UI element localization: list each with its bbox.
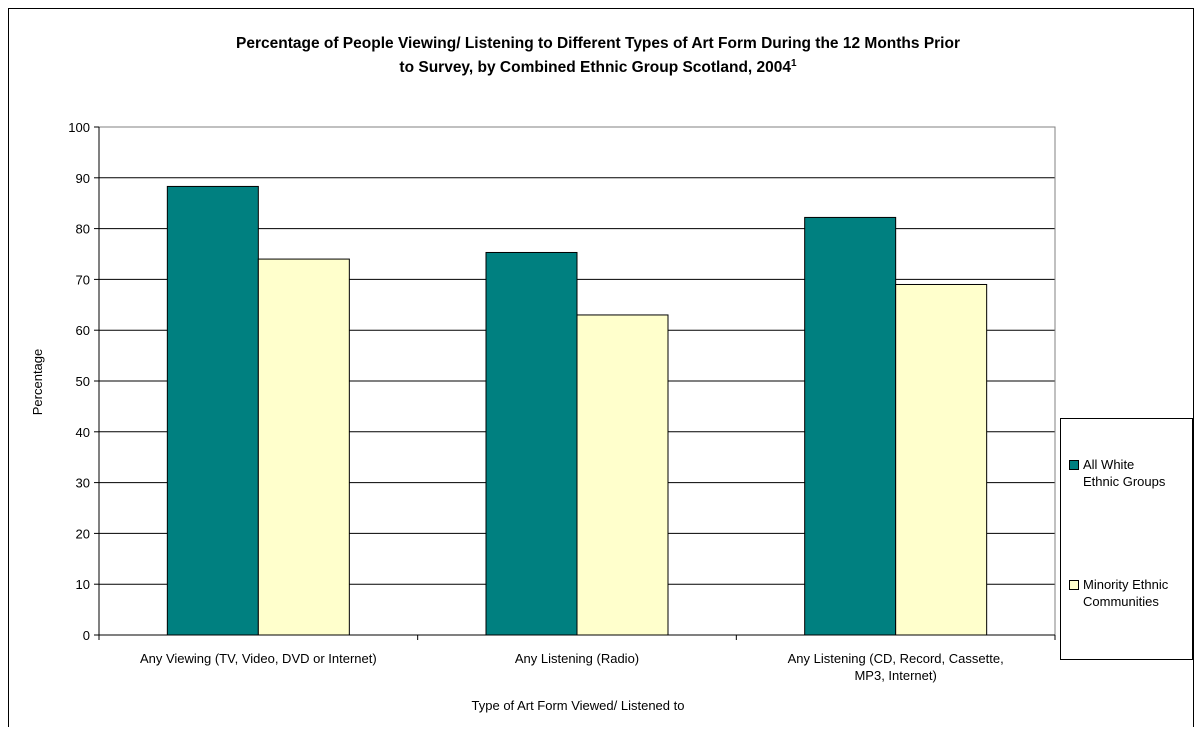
bar-minority-ethnic-2 [895, 283, 988, 636]
chart-title-line-2-text: to Survey, by Combined Ethnic Group Scot… [399, 59, 792, 76]
x-tick-label: Any Listening (CD, Record, Cassette, MP3,… [788, 651, 1004, 683]
legend-label-minority-ethnic: Minority Ethnic Communities [1083, 576, 1193, 610]
y-tick-label: 40 [76, 425, 90, 440]
bar-minority-ethnic-0 [257, 258, 350, 636]
legend-label-all-white-line-2: Ethnic Groups [1083, 474, 1166, 489]
legend-swatch-all-white [1069, 460, 1079, 470]
y-tick-label: 10 [76, 577, 90, 592]
y-tick-label: 60 [76, 323, 90, 338]
legend: All White Ethnic Groups Minority Ethnic … [1060, 418, 1193, 660]
chart-title: Percentage of People Viewing/ Listening … [0, 32, 1196, 80]
legend-label-all-white: All White Ethnic Groups [1083, 456, 1193, 490]
x-tick-label: Any Listening (Radio) [515, 651, 639, 666]
y-tick-label: 100 [68, 120, 90, 135]
bar-minority-ethnic-1 [576, 314, 669, 636]
y-tick-labels: 0 10 20 30 40 50 60 70 80 90 100 [68, 120, 90, 643]
x-axis-title: Type of Art Form Viewed/ Listened to [472, 698, 685, 713]
y-tick-label: 30 [76, 476, 90, 491]
bars [166, 185, 988, 636]
bar-all-white-0 [166, 185, 259, 636]
y-tick-label: 50 [76, 374, 90, 389]
chart-title-line-2: to Survey, by Combined Ethnic Group Scot… [0, 56, 1196, 80]
legend-swatch-minority-ethnic [1069, 580, 1079, 590]
x-tick-labels: Any Viewing (TV, Video, DVD or Internet)… [140, 651, 1004, 683]
legend-label-minority-ethnic-line-1: Minority Ethnic [1083, 577, 1169, 592]
legend-label-minority-ethnic-line-2: Communities [1083, 594, 1159, 609]
y-axis-title: Percentage [30, 349, 45, 416]
axes [94, 126, 1056, 640]
bar-all-white-2 [804, 216, 897, 636]
chart-title-footnote-marker: 1 [791, 57, 797, 69]
x-tick-label: Any Viewing (TV, Video, DVD or Internet) [140, 651, 377, 666]
bar-all-white-1 [485, 251, 578, 636]
y-tick-label: 0 [83, 628, 90, 643]
y-tick-label: 70 [76, 272, 90, 287]
y-tick-label: 20 [76, 526, 90, 541]
y-tick-label: 90 [76, 171, 90, 186]
chart-title-line-1: Percentage of People Viewing/ Listening … [236, 35, 960, 52]
y-tick-label: 80 [76, 222, 90, 237]
legend-label-all-white-line-1: All White [1083, 457, 1135, 472]
